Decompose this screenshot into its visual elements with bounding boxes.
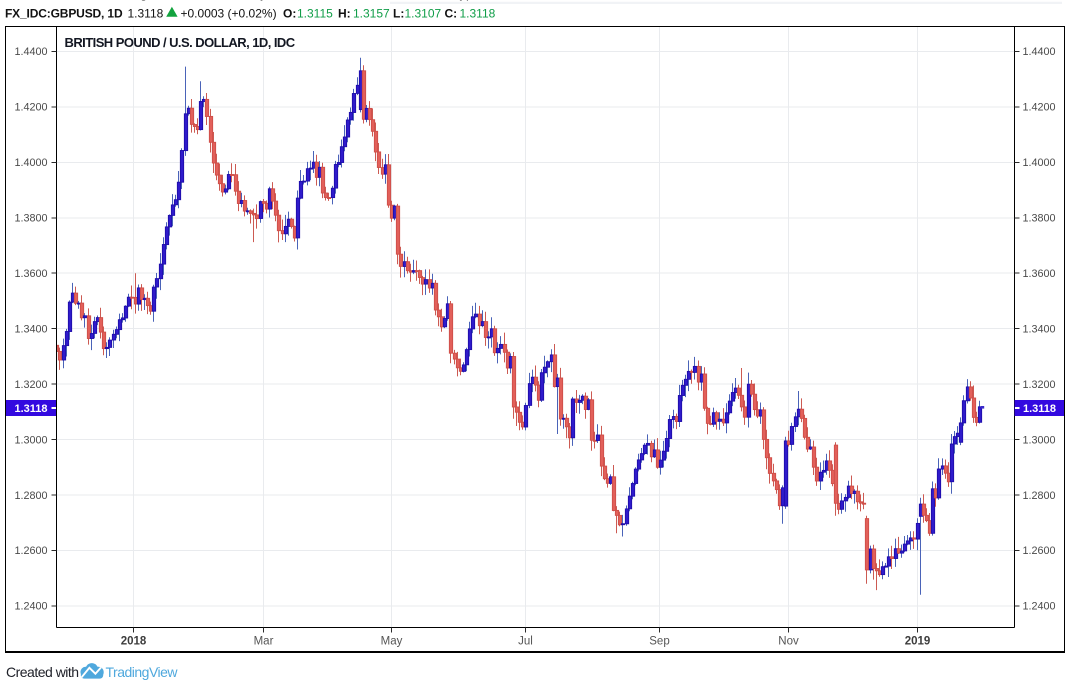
svg-text:1.4400: 1.4400 [1023, 46, 1056, 58]
svg-text:1.3115: 1.3115 [297, 7, 333, 21]
svg-text:Nov: Nov [778, 636, 799, 648]
svg-text:1.3118: 1.3118 [460, 7, 496, 21]
svg-text:1.4000: 1.4000 [14, 157, 47, 169]
svg-text:L:: L: [393, 7, 404, 21]
svg-text:1.3118: 1.3118 [128, 7, 164, 21]
svg-text:1.3107: 1.3107 [405, 7, 442, 21]
svg-text:1.3800: 1.3800 [14, 213, 47, 225]
svg-text:1.3118: 1.3118 [14, 403, 47, 415]
svg-text:H:: H: [338, 7, 351, 21]
svg-text:2019: 2019 [905, 636, 931, 648]
svg-text:1.4200: 1.4200 [14, 102, 47, 114]
svg-text:+0.0003 (+0.02%): +0.0003 (+0.02%) [181, 7, 277, 21]
svg-text:1.3800: 1.3800 [1023, 213, 1056, 225]
svg-text:May: May [381, 636, 403, 648]
svg-text:Created with: Created with [6, 664, 79, 680]
svg-text:1.3000: 1.3000 [14, 434, 47, 446]
svg-text:1.4200: 1.4200 [1023, 102, 1056, 114]
svg-text:1.3600: 1.3600 [1023, 268, 1056, 280]
svg-text:1.3200: 1.3200 [14, 379, 47, 391]
svg-text:1.2600: 1.2600 [1023, 545, 1056, 557]
svg-text:TradingView: TradingView [106, 664, 179, 680]
svg-text:1.2400: 1.2400 [14, 601, 47, 613]
svg-text:FX_IDC:GBPUSD, 1D: FX_IDC:GBPUSD, 1D [5, 7, 123, 21]
svg-text:1.3118: 1.3118 [1023, 403, 1056, 415]
svg-text:Jul: Jul [518, 636, 533, 648]
svg-text:1.3157: 1.3157 [353, 7, 390, 21]
svg-text:BRITISH POUND / U.S. DOLLAR, 1: BRITISH POUND / U.S. DOLLAR, 1D, IDC [65, 35, 296, 50]
svg-text:1.2600: 1.2600 [14, 545, 47, 557]
svg-text:2018: 2018 [121, 636, 147, 648]
svg-text:Mar: Mar [254, 636, 274, 648]
svg-text:1.4000: 1.4000 [1023, 157, 1056, 169]
svg-text:Sep: Sep [649, 636, 669, 648]
svg-text:1.2800: 1.2800 [14, 490, 47, 502]
svg-text:C:: C: [445, 7, 458, 21]
svg-text:1.4400: 1.4400 [14, 46, 47, 58]
svg-text:1.2800: 1.2800 [1023, 490, 1056, 502]
svg-text:1.3400: 1.3400 [14, 323, 47, 335]
svg-text:Pound to Dollar exchange rate: Pound to Dollar exchange rate shown at d… [5, 0, 559, 1]
svg-text:1.3400: 1.3400 [1023, 323, 1056, 335]
svg-text:1.3000: 1.3000 [1023, 434, 1056, 446]
svg-text:1.3200: 1.3200 [1023, 379, 1056, 391]
svg-text:1.2400: 1.2400 [1023, 601, 1056, 613]
svg-text:O:: O: [283, 7, 296, 21]
svg-text:1.3600: 1.3600 [14, 268, 47, 280]
